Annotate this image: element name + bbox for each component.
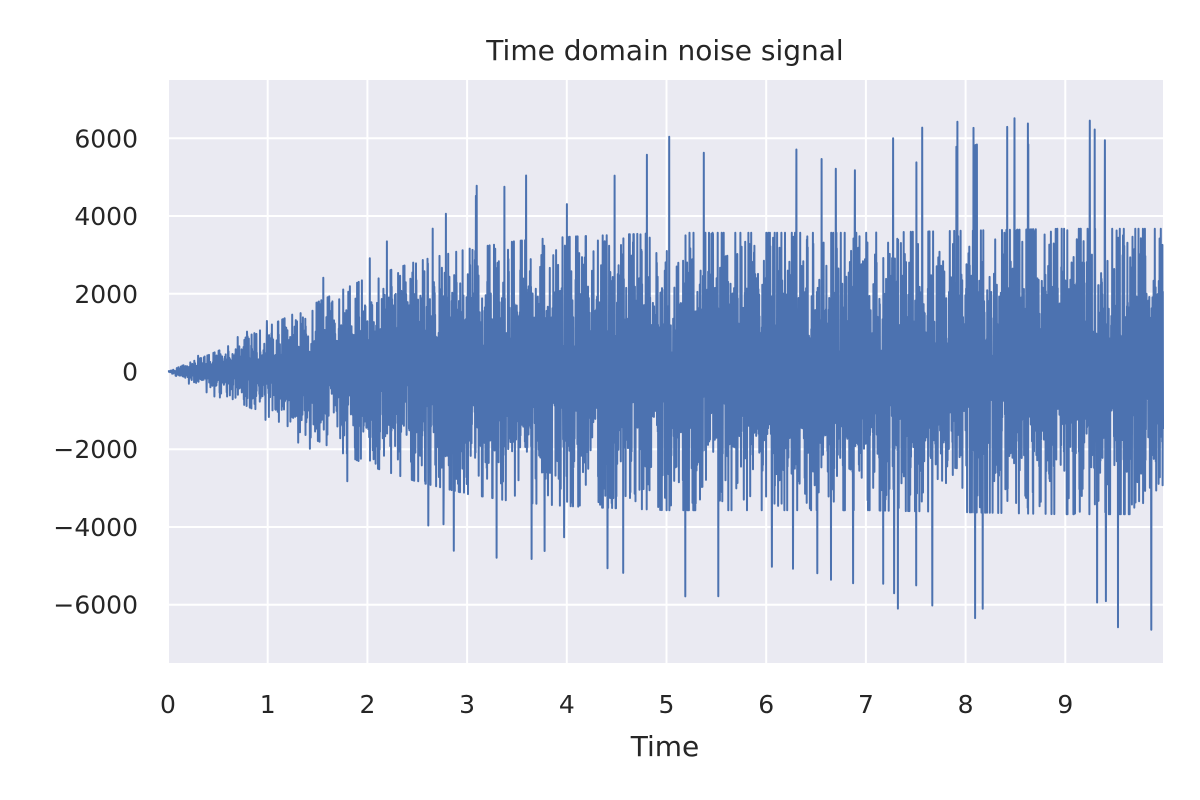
x-tick-label: 6 (758, 690, 774, 719)
y-tick-label: −4000 (53, 513, 138, 542)
x-tick-label: 2 (359, 690, 375, 719)
y-tick-label: 2000 (74, 280, 138, 309)
x-tick-label: 0 (160, 690, 176, 719)
y-axis-ticks: −6000 −4000 −2000 0 2000 4000 6000 (53, 124, 138, 619)
y-tick-label: 4000 (74, 202, 138, 231)
x-tick-label: 3 (459, 690, 475, 719)
x-tick-label: 8 (958, 690, 974, 719)
x-tick-label: 5 (659, 690, 675, 719)
series-line-0 (167, 117, 1164, 631)
series-layer (167, 117, 1164, 631)
x-tick-label: 9 (1057, 690, 1073, 719)
chart-title: Time domain noise signal (485, 34, 843, 67)
x-tick-label: 1 (260, 690, 276, 719)
y-tick-label: −2000 (53, 435, 138, 464)
x-axis-ticks: 0 1 2 3 4 5 6 7 8 9 (160, 690, 1073, 719)
x-axis-label: Time (630, 730, 700, 763)
y-tick-label: 0 (122, 358, 138, 387)
x-tick-label: 7 (858, 690, 874, 719)
y-tick-label: 6000 (74, 124, 138, 153)
y-tick-label: −6000 (53, 591, 138, 620)
x-tick-label: 4 (559, 690, 575, 719)
